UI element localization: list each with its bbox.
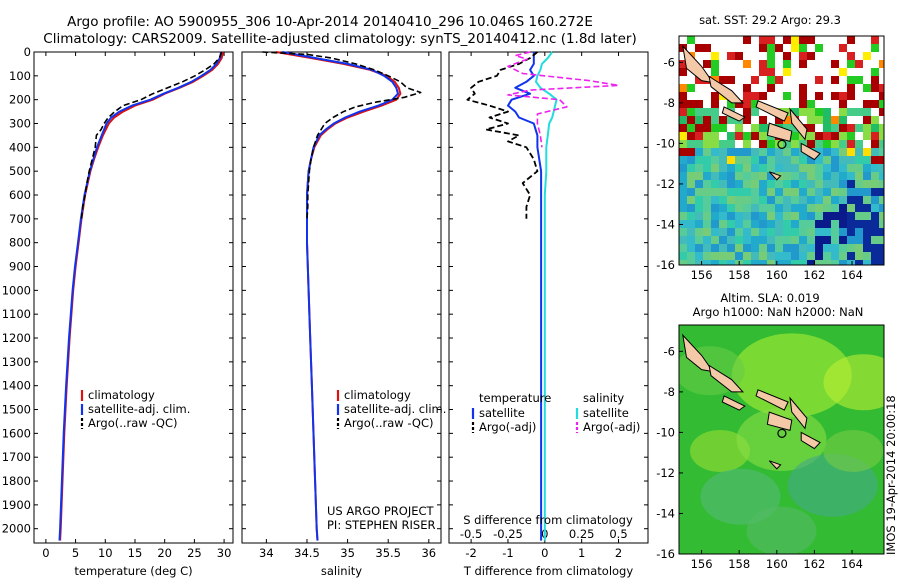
- panel2-legend-label: Argo(..raw -QC): [344, 416, 434, 430]
- depth-tick-label: 2000: [2, 522, 31, 536]
- depth-tick-label: 700: [9, 212, 31, 226]
- map2-xtick-label: 164: [841, 557, 863, 571]
- panel3-legend-heading: salinity: [583, 391, 624, 405]
- map1-ytick-label: -14: [656, 217, 675, 231]
- panel1-xtick-label: 25: [187, 546, 202, 560]
- depth-tick-label: 200: [9, 93, 31, 107]
- panel3-xtick2-label: 0.5: [609, 527, 627, 541]
- panel3-legend-label: satellite: [583, 406, 629, 420]
- panel3-xtick-label: -2: [465, 546, 476, 560]
- panel2-xlabel: salinity: [321, 564, 362, 578]
- map1-xtick-label: 164: [841, 268, 863, 282]
- panel3-legend-label: Argo(-adj): [479, 420, 536, 434]
- depth-tick-label: 1600: [2, 426, 31, 440]
- panel3-legend-label: satellite: [479, 406, 525, 420]
- sla-map-title-2: Argo h1000: NaN h2000: NaN: [693, 305, 864, 319]
- panel3-xlabel-secondary: S difference from climatology: [463, 513, 633, 527]
- depth-tick-label: 1800: [2, 474, 31, 488]
- panel3-xtick2-label: -0.25: [493, 527, 523, 541]
- header-line-1: Argo profile: AO 5900955_306 10-Apr-2014…: [67, 14, 593, 30]
- panel1-legend-label: satellite-adj. clim.: [88, 402, 190, 416]
- map2-xtick-label: 160: [766, 557, 788, 571]
- panel3-xtick2-label: 0.25: [569, 527, 595, 541]
- panel3-legend-label: Argo(-adj): [583, 420, 640, 434]
- depth-tick-label: 800: [9, 236, 31, 250]
- depth-tick-label: 300: [9, 117, 31, 131]
- panel3-xtick-label: 2: [615, 546, 622, 560]
- depth-tick-label: 1900: [2, 498, 31, 512]
- panel2-annotation-2: PI: STEPHEN RISER: [327, 518, 436, 532]
- sst-map: 156 158 160 162 164 -6 -8 -10 -12 -14 -16: [656, 36, 887, 282]
- map1-xtick-label: 160: [766, 268, 788, 282]
- map2-xtick-label: 158: [728, 557, 750, 571]
- depth-tick-label: 100: [9, 69, 31, 83]
- panel3-xtick-label: -1: [502, 546, 513, 560]
- map1-xtick-label: 156: [691, 268, 713, 282]
- map2-xtick-label: 162: [803, 557, 825, 571]
- depth-tick-label: 1200: [2, 331, 31, 345]
- depth-tick-label: 400: [9, 140, 31, 154]
- panel2-xtick-label: 34.5: [294, 546, 320, 560]
- map2-ytick-label: -10: [656, 425, 675, 439]
- map1-ytick-label: -6: [664, 55, 675, 69]
- sla-map-title-1: Altim. SLA: 0.019: [720, 291, 819, 305]
- map2-field: [675, 325, 900, 556]
- depth-tick-label: 0: [24, 45, 31, 59]
- map2-ytick-label: -16: [656, 547, 675, 561]
- map1-xtick-label: 162: [803, 268, 825, 282]
- panel2-xtick-label: 34: [259, 546, 274, 560]
- depth-tick-label: 600: [9, 188, 31, 202]
- panel1-xtick-label: 10: [98, 546, 113, 560]
- panel2-legend-label: satellite-adj. clim.: [344, 402, 446, 416]
- panel3-xlabel: T difference from climatology: [463, 564, 634, 578]
- panel2-xtick-label: 36: [421, 546, 436, 560]
- sst-map-title: sat. SST: 29.2 Argo: 29.3: [699, 13, 841, 27]
- map2-ytick-label: -8: [664, 385, 675, 399]
- map2-anomaly-blob: [823, 430, 883, 472]
- map2-ytick-label: -12: [656, 466, 675, 480]
- map1-xtick-label: 158: [728, 268, 750, 282]
- panel1-legend-label: Argo(..raw -QC): [88, 416, 178, 430]
- depth-tick-label: 1100: [2, 307, 31, 321]
- map2-ytick-label: -6: [664, 344, 675, 358]
- panel3-legend-heading: temperature: [479, 391, 551, 405]
- map2-anomaly-blob: [747, 507, 817, 556]
- depth-tick-label: 1000: [2, 283, 31, 297]
- panel2-frame: [242, 52, 441, 543]
- panel2-xtick-label: 35: [340, 546, 355, 560]
- header-line-2: Climatology: CARS2009. Satellite-adjuste…: [43, 31, 636, 47]
- map1-field: [679, 36, 887, 268]
- panel2-annotation-1: US ARGO PROJECT: [327, 504, 435, 518]
- map1-ytick-label: -16: [656, 258, 675, 272]
- panel1-xtick-label: 5: [72, 546, 79, 560]
- salinity-panel: 34 34.5 35 35.5 36 salinity climatologysatelli…: [242, 52, 446, 578]
- panel1-xtick-label: 30: [217, 546, 232, 560]
- map2-xtick-label: 156: [691, 557, 713, 571]
- depth-tick-label: 1500: [2, 403, 31, 417]
- depth-tick-label: 500: [9, 164, 31, 178]
- panel1-xtick-label: 20: [157, 546, 172, 560]
- depth-tick-label: 1400: [2, 379, 31, 393]
- sla-map: 156 158 160 162 164 -6 -8 -10 -12 -14 -16: [656, 325, 900, 571]
- footer-vertical: IMOS 19-Apr-2014 20:00:18: [884, 395, 898, 555]
- panel2-xtick-label: 35.5: [375, 546, 401, 560]
- map1-ytick-label: -12: [656, 177, 675, 191]
- panel3-xtick2-label: -0.5: [460, 527, 482, 541]
- panel3-xtick-label: 1: [578, 546, 585, 560]
- depth-tick-label: 1300: [2, 355, 31, 369]
- panel2-legend-label: climatology: [344, 388, 411, 402]
- panel3-xtick-label: 0: [541, 546, 548, 560]
- depth-tick-label: 900: [9, 260, 31, 274]
- panel1-legend-label: climatology: [88, 388, 155, 402]
- map2-ytick-label: -14: [656, 506, 675, 520]
- panel1-xtick-label: 0: [42, 546, 49, 560]
- depth-tick-label: 1700: [2, 450, 31, 464]
- map1-ytick-label: -8: [664, 96, 675, 110]
- map1-ytick-label: -10: [656, 136, 675, 150]
- panel1-xlabel: temperature (deg C): [74, 564, 192, 578]
- panel1-xtick-label: 15: [128, 546, 143, 560]
